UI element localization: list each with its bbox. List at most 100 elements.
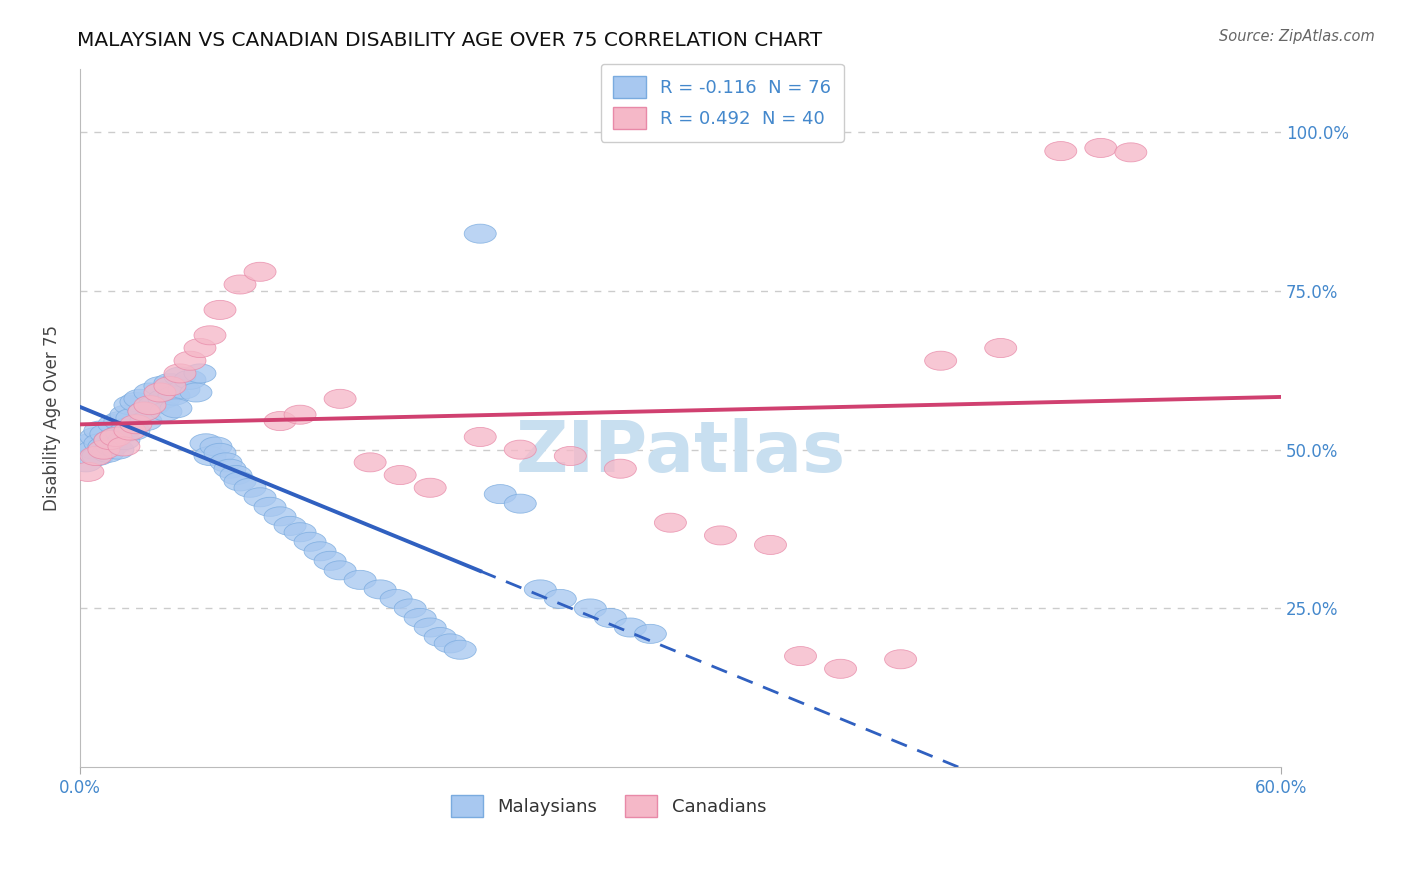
Ellipse shape (284, 523, 316, 541)
Ellipse shape (200, 437, 232, 456)
Ellipse shape (204, 443, 236, 462)
Ellipse shape (82, 447, 114, 466)
Ellipse shape (444, 640, 477, 659)
Ellipse shape (325, 561, 356, 580)
Ellipse shape (219, 466, 252, 484)
Ellipse shape (595, 608, 626, 627)
Ellipse shape (264, 411, 297, 431)
Ellipse shape (157, 386, 190, 405)
Ellipse shape (96, 437, 128, 456)
Ellipse shape (325, 389, 356, 409)
Y-axis label: Disability Age Over 75: Disability Age Over 75 (44, 325, 60, 511)
Ellipse shape (785, 647, 817, 665)
Text: ZIPatlas: ZIPatlas (516, 418, 845, 487)
Ellipse shape (84, 434, 115, 453)
Ellipse shape (101, 440, 134, 459)
Ellipse shape (254, 498, 285, 516)
Ellipse shape (120, 392, 152, 411)
Ellipse shape (94, 431, 127, 450)
Ellipse shape (224, 472, 256, 491)
Ellipse shape (264, 507, 297, 526)
Ellipse shape (484, 484, 516, 504)
Ellipse shape (104, 411, 136, 431)
Ellipse shape (75, 434, 105, 453)
Ellipse shape (704, 526, 737, 545)
Ellipse shape (128, 402, 160, 421)
Ellipse shape (544, 590, 576, 608)
Ellipse shape (128, 402, 160, 421)
Ellipse shape (114, 421, 146, 440)
Ellipse shape (505, 494, 536, 513)
Ellipse shape (209, 453, 242, 472)
Ellipse shape (90, 425, 122, 443)
Ellipse shape (384, 466, 416, 484)
Ellipse shape (1115, 143, 1147, 161)
Ellipse shape (190, 434, 222, 453)
Ellipse shape (364, 580, 396, 599)
Ellipse shape (274, 516, 307, 535)
Ellipse shape (129, 411, 162, 431)
Ellipse shape (94, 431, 127, 450)
Ellipse shape (134, 396, 166, 415)
Ellipse shape (180, 383, 212, 402)
Ellipse shape (344, 570, 377, 590)
Ellipse shape (80, 447, 112, 466)
Ellipse shape (80, 427, 112, 447)
Ellipse shape (108, 437, 141, 456)
Ellipse shape (150, 402, 181, 421)
Ellipse shape (72, 462, 104, 482)
Ellipse shape (314, 551, 346, 570)
Ellipse shape (755, 535, 786, 555)
Ellipse shape (524, 580, 557, 599)
Ellipse shape (98, 415, 129, 434)
Ellipse shape (89, 437, 120, 456)
Ellipse shape (415, 618, 446, 637)
Ellipse shape (574, 599, 606, 618)
Ellipse shape (112, 417, 143, 437)
Ellipse shape (124, 389, 156, 409)
Ellipse shape (138, 396, 170, 415)
Ellipse shape (77, 440, 110, 459)
Ellipse shape (84, 421, 115, 440)
Ellipse shape (194, 447, 226, 466)
Ellipse shape (434, 634, 467, 653)
Ellipse shape (70, 453, 101, 472)
Ellipse shape (224, 275, 256, 294)
Ellipse shape (614, 618, 647, 637)
Ellipse shape (245, 488, 276, 507)
Ellipse shape (134, 383, 166, 402)
Text: MALAYSIAN VS CANADIAN DISABILITY AGE OVER 75 CORRELATION CHART: MALAYSIAN VS CANADIAN DISABILITY AGE OVE… (77, 31, 823, 50)
Ellipse shape (204, 301, 236, 319)
Ellipse shape (824, 659, 856, 678)
Ellipse shape (89, 440, 120, 459)
Ellipse shape (153, 374, 186, 392)
Ellipse shape (654, 513, 686, 533)
Ellipse shape (294, 533, 326, 551)
Ellipse shape (115, 409, 148, 427)
Ellipse shape (925, 351, 956, 370)
Ellipse shape (105, 425, 138, 443)
Ellipse shape (91, 443, 124, 462)
Ellipse shape (118, 421, 150, 440)
Ellipse shape (143, 383, 176, 402)
Ellipse shape (214, 459, 246, 478)
Ellipse shape (148, 389, 180, 409)
Ellipse shape (634, 624, 666, 643)
Text: Source: ZipAtlas.com: Source: ZipAtlas.com (1219, 29, 1375, 44)
Ellipse shape (354, 453, 387, 472)
Ellipse shape (143, 376, 176, 396)
Ellipse shape (1085, 138, 1116, 158)
Ellipse shape (160, 399, 193, 417)
Ellipse shape (233, 478, 266, 498)
Ellipse shape (184, 338, 217, 358)
Ellipse shape (304, 541, 336, 561)
Legend: Malaysians, Canadians: Malaysians, Canadians (443, 789, 773, 824)
Ellipse shape (174, 351, 207, 370)
Ellipse shape (167, 380, 200, 399)
Ellipse shape (380, 590, 412, 608)
Ellipse shape (165, 364, 195, 383)
Ellipse shape (100, 427, 132, 447)
Ellipse shape (194, 326, 226, 345)
Ellipse shape (284, 405, 316, 425)
Ellipse shape (174, 370, 207, 389)
